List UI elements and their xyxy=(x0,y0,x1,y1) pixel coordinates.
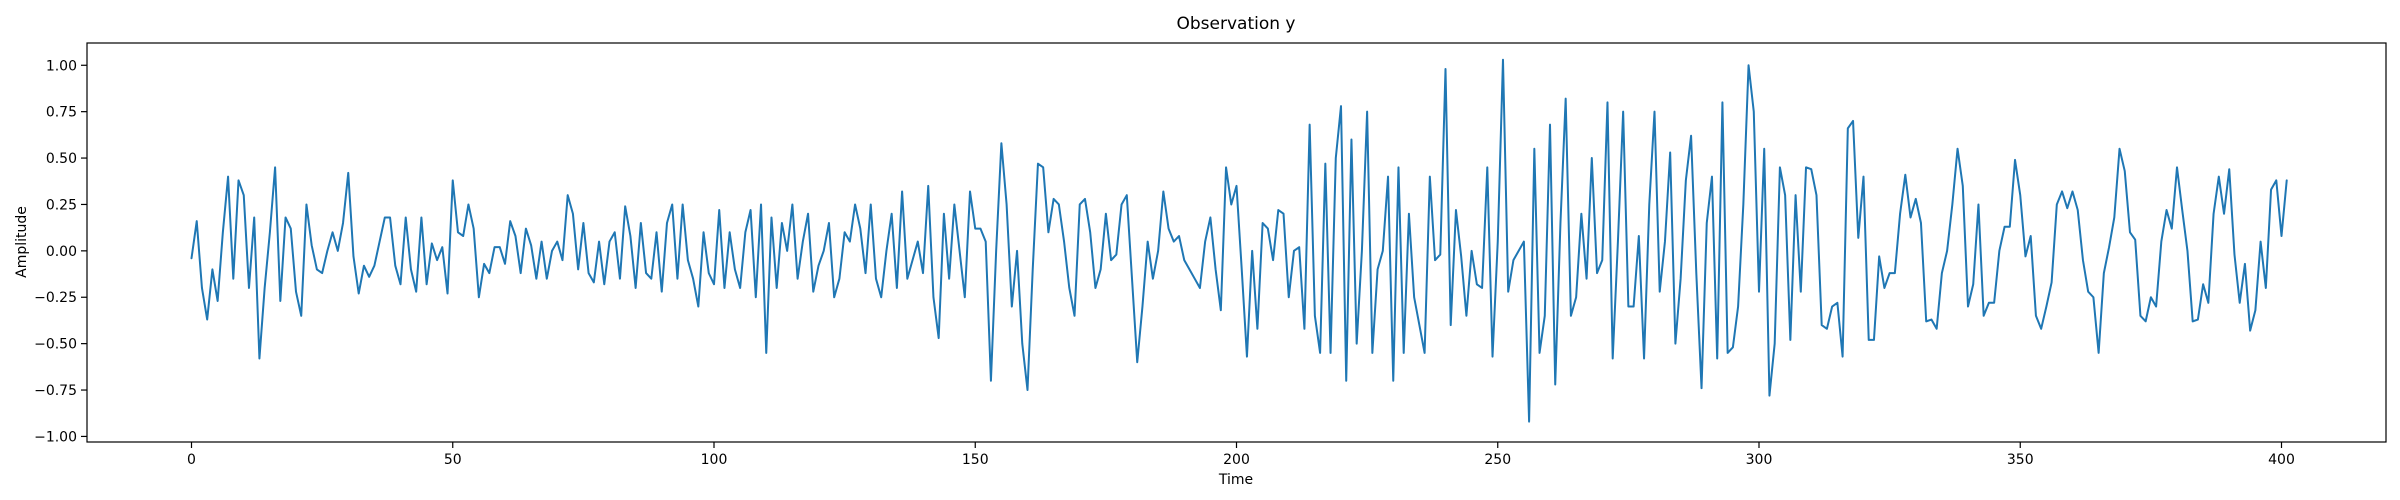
plot-area: 0 50 100 150 200 250 300 350 400 −1.00 −0.75 −0.50 −… xyxy=(34,42,2387,468)
y-tick-label: −1.00 xyxy=(34,429,77,445)
x-tick-label: 350 xyxy=(2007,452,2034,468)
x-tick-label: 0 xyxy=(187,452,196,468)
chart-title: Observation y xyxy=(1177,14,1296,34)
x-axis-label: Time xyxy=(1218,472,1253,488)
x-tick-label: 200 xyxy=(1223,452,1250,468)
x-tick-label: 50 xyxy=(444,452,462,468)
y-tick-label: −0.50 xyxy=(34,337,77,353)
y-tick-label: 0.50 xyxy=(46,151,77,167)
y-axis-label: Amplitude xyxy=(14,206,30,278)
y-tick-label: −0.25 xyxy=(34,290,77,306)
y-tick-label: −0.75 xyxy=(34,383,77,399)
x-tick-label: 250 xyxy=(1484,452,1511,468)
x-tick-label: 400 xyxy=(2268,452,2295,468)
y-tick-label: 0.00 xyxy=(46,244,77,260)
y-tick-label: 0.75 xyxy=(46,105,77,121)
x-tick-label: 300 xyxy=(1746,452,1773,468)
x-tick-label: 150 xyxy=(962,452,989,468)
y-tick-label: 0.25 xyxy=(46,197,77,213)
series-line-0 xyxy=(190,58,2288,423)
y-tick-label: 1.00 xyxy=(46,58,77,74)
x-tick-label: 100 xyxy=(701,452,728,468)
